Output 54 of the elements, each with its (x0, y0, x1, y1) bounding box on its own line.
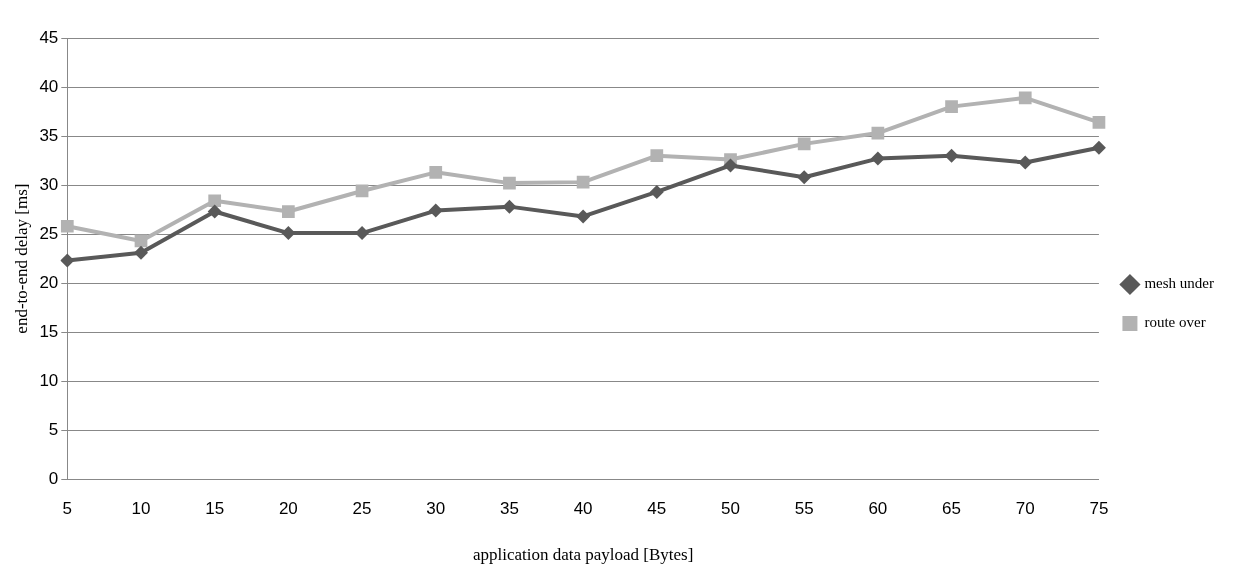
point (1018, 91, 1032, 105)
y-tick-label: 25 (39, 223, 59, 243)
x-tick-label: 70 (1015, 499, 1035, 519)
x-tick-label: 35 (499, 499, 519, 519)
y-tick-label: 15 (39, 321, 59, 341)
point (870, 151, 885, 166)
point (503, 176, 516, 190)
x-tick-label: 60 (868, 499, 888, 519)
point (208, 194, 222, 208)
x-tick-label: 30 (426, 499, 446, 519)
point (207, 204, 222, 219)
point (429, 165, 443, 179)
legend-label: mesh under (1144, 275, 1215, 292)
x-tick-label: 50 (721, 499, 740, 519)
x-axis-title: application data payload [Bytes] (472, 545, 694, 565)
x-tick-label: 25 (352, 499, 372, 519)
x-tick-label: 5 (62, 499, 73, 519)
point (60, 219, 74, 233)
x-tick-label: 45 (647, 499, 667, 519)
point (60, 253, 75, 268)
point (502, 199, 517, 214)
point (576, 209, 591, 224)
point (945, 100, 958, 113)
y-tick-label: 10 (39, 370, 59, 390)
point (944, 148, 959, 163)
x-tick-label: 15 (205, 499, 225, 519)
point (723, 158, 738, 173)
point (1092, 115, 1106, 129)
x-tick-label: 55 (794, 499, 814, 519)
y-tick-label: 35 (39, 125, 59, 145)
point (355, 226, 370, 241)
y-axis-title: end-to-end delay [ms] (11, 183, 31, 334)
point (428, 203, 443, 218)
point (1091, 140, 1106, 155)
y-tick-label: 0 (48, 468, 59, 488)
point (797, 170, 812, 185)
point (281, 226, 296, 241)
x-tick-label: 10 (131, 499, 151, 519)
y-tick-label: 20 (39, 272, 59, 292)
y-tick-label: 5 (48, 419, 59, 439)
point (282, 205, 295, 218)
legend-label: route over (1144, 314, 1206, 331)
x-tick-label: 40 (573, 499, 593, 519)
point (1018, 155, 1033, 170)
y-tick-label: 30 (39, 174, 59, 194)
x-tick-label: 20 (278, 499, 298, 519)
point (797, 137, 811, 151)
x-tick-label: 75 (1089, 499, 1109, 519)
point (134, 245, 148, 260)
point (649, 184, 664, 199)
point (650, 149, 664, 163)
y-tick-label: 45 (39, 27, 59, 47)
x-tick-label: 65 (942, 499, 962, 519)
y-tick-label: 40 (39, 76, 59, 96)
